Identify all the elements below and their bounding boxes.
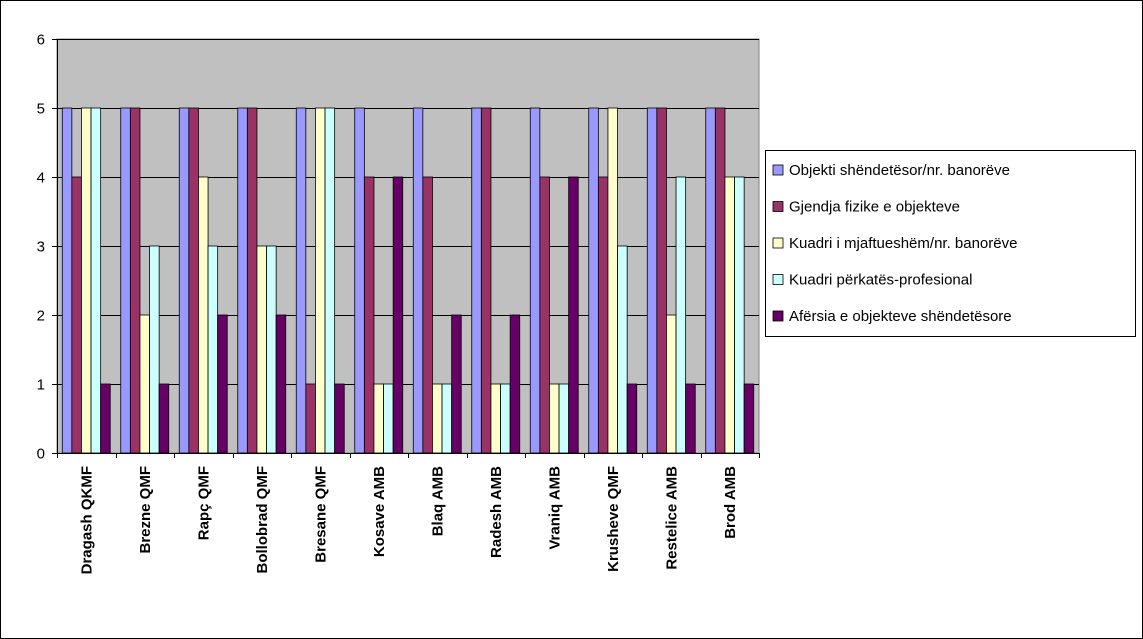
bar [149, 245, 160, 454]
bar [568, 176, 579, 454]
x-tick-label: Dragash QKMF [78, 466, 95, 574]
bar [373, 383, 384, 454]
bar [588, 107, 599, 454]
legend-swatch [772, 164, 784, 176]
bar [246, 107, 258, 454]
bar [617, 245, 628, 454]
x-tick-label: Vraniq AMB [546, 466, 563, 550]
y-tick-label: 5 [37, 101, 45, 118]
bar [539, 176, 550, 454]
bar [529, 107, 541, 454]
x-tick-label: Kosave AMB [371, 466, 388, 557]
bar [363, 176, 375, 454]
legend-box [765, 150, 1136, 337]
x-tick-label: Krusheve QMF [605, 466, 622, 572]
bar [646, 107, 658, 454]
y-tick-label: 3 [37, 239, 45, 256]
bar [705, 107, 716, 454]
legend-swatch [772, 201, 784, 212]
legend-label: Gjendja fizike e objekteve [789, 199, 960, 216]
bar [432, 383, 443, 454]
x-tick-label: Brod AMB [722, 466, 739, 539]
bar [471, 107, 482, 454]
bar [558, 383, 570, 454]
bar [120, 107, 131, 454]
bar [90, 107, 102, 454]
bar [480, 107, 492, 454]
x-tick-labels: Dragash QKMF Brezne QMF Rapç QMF Bollobrad … [78, 466, 739, 575]
legend-label: Objekti shëndetësor/nr. banorëve [789, 162, 1010, 179]
bar [597, 176, 609, 454]
bar [188, 107, 199, 454]
bar [734, 176, 745, 454]
legend-swatch [772, 274, 784, 285]
bar [675, 176, 687, 454]
bar [315, 107, 326, 454]
x-tick-label: Radesh AMB [488, 466, 505, 558]
bar [392, 176, 404, 454]
x-tick-label: Restelice AMB [663, 466, 680, 570]
gridlines [57, 39, 759, 385]
bar [207, 245, 219, 454]
bar [158, 383, 170, 454]
y-tick-label: 6 [37, 32, 45, 49]
bar [685, 383, 696, 454]
bar [61, 107, 73, 454]
bar [266, 245, 277, 454]
bar [656, 107, 667, 454]
bar [626, 383, 638, 454]
bar [383, 383, 394, 454]
bar [275, 314, 287, 454]
bar [100, 383, 111, 454]
x-tick-label: Bresane QMF [312, 466, 329, 563]
x-tick-label: Brezne QMF [137, 466, 154, 554]
bars [61, 107, 755, 454]
bar [422, 176, 433, 454]
y-tick-label: 2 [37, 308, 45, 325]
bar [324, 107, 336, 454]
y-tick-label: 1 [37, 377, 45, 394]
bar [500, 383, 511, 454]
bar [354, 107, 365, 454]
bar [412, 107, 424, 454]
legend-label: Afërsia e objekteve shëndetësore [789, 308, 1012, 325]
legend-swatch [772, 310, 784, 322]
x-tick-label: Blaq AMB [429, 466, 446, 536]
bar [714, 107, 726, 454]
bar [305, 383, 316, 454]
x-tick-label: Rapç QMF [195, 466, 212, 540]
bar [334, 383, 345, 454]
axes [52, 39, 760, 458]
bar [743, 383, 755, 454]
bar [724, 176, 735, 454]
bar [178, 107, 190, 454]
bar [217, 314, 228, 454]
bar [295, 107, 307, 454]
legend-label: Kuadri i mjaftueshëm/nr. banorëve [789, 235, 1017, 252]
bar [198, 176, 209, 454]
y-tick-label: 4 [37, 170, 45, 187]
legend: Objekti shëndetësor/nr. banorëve Gjendja … [765, 150, 1136, 337]
bar [81, 107, 92, 454]
bar [666, 314, 677, 454]
bar [129, 107, 141, 454]
bar [607, 107, 618, 454]
bar [441, 383, 453, 454]
bar [237, 107, 248, 454]
bar [451, 314, 462, 454]
bar [490, 383, 501, 454]
x-tick-label: Bollobrad QMF [254, 466, 271, 574]
bar [256, 245, 267, 454]
legend-swatch [772, 237, 784, 249]
bar [71, 176, 82, 454]
bar [549, 383, 560, 454]
bar [139, 314, 150, 454]
y-tick-label: 0 [37, 446, 45, 463]
bar [509, 314, 521, 454]
y-tick-labels: 0 1 2 3 4 5 6 [37, 32, 45, 463]
legend-label: Kuadri përkatës-profesional [789, 272, 972, 289]
